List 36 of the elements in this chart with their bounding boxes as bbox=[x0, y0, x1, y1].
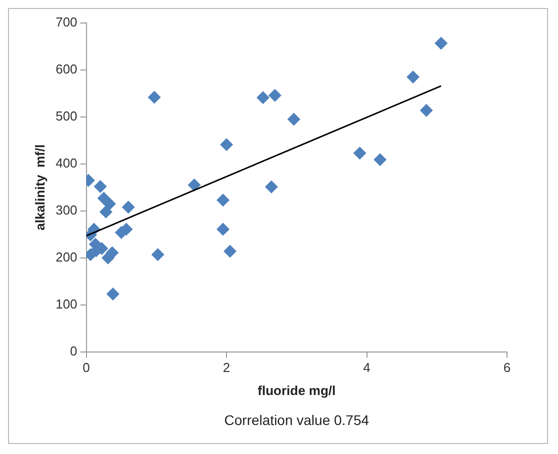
point bbox=[216, 222, 230, 236]
x-axis-title: fluoride mg/l bbox=[258, 382, 336, 398]
x-tick-label: 2 bbox=[222, 360, 230, 376]
y-tick-label: 0 bbox=[70, 343, 78, 358]
point bbox=[406, 70, 420, 84]
y-tick-label: 600 bbox=[56, 62, 78, 77]
point bbox=[151, 248, 164, 262]
y-tick-label: 400 bbox=[56, 155, 78, 170]
y-tick-label: 200 bbox=[56, 249, 78, 264]
y-tick-label: 700 bbox=[56, 14, 78, 30]
point bbox=[188, 178, 201, 192]
y-tick-label: 300 bbox=[56, 202, 78, 218]
point bbox=[374, 153, 387, 166]
x-tick-label: 4 bbox=[363, 360, 370, 376]
point bbox=[148, 90, 161, 104]
point bbox=[256, 91, 270, 104]
point bbox=[220, 138, 234, 152]
point bbox=[122, 200, 135, 214]
point bbox=[287, 112, 300, 126]
point bbox=[99, 205, 112, 218]
point bbox=[94, 180, 107, 193]
point bbox=[216, 194, 230, 207]
x-tick-label: 0 bbox=[82, 360, 90, 376]
y-tick-label: 500 bbox=[56, 108, 78, 124]
point bbox=[420, 104, 433, 117]
point bbox=[264, 180, 278, 194]
point bbox=[353, 146, 366, 160]
point bbox=[434, 36, 448, 50]
point bbox=[106, 288, 120, 301]
x-tick-label: 6 bbox=[503, 360, 511, 376]
point bbox=[268, 88, 282, 102]
y-tick-label: 100 bbox=[56, 296, 78, 312]
point bbox=[224, 244, 237, 258]
point bbox=[102, 251, 115, 264]
y-axis-title: alkalinity mf/l bbox=[32, 144, 48, 230]
text: Correlation value 0.754 bbox=[224, 412, 370, 428]
